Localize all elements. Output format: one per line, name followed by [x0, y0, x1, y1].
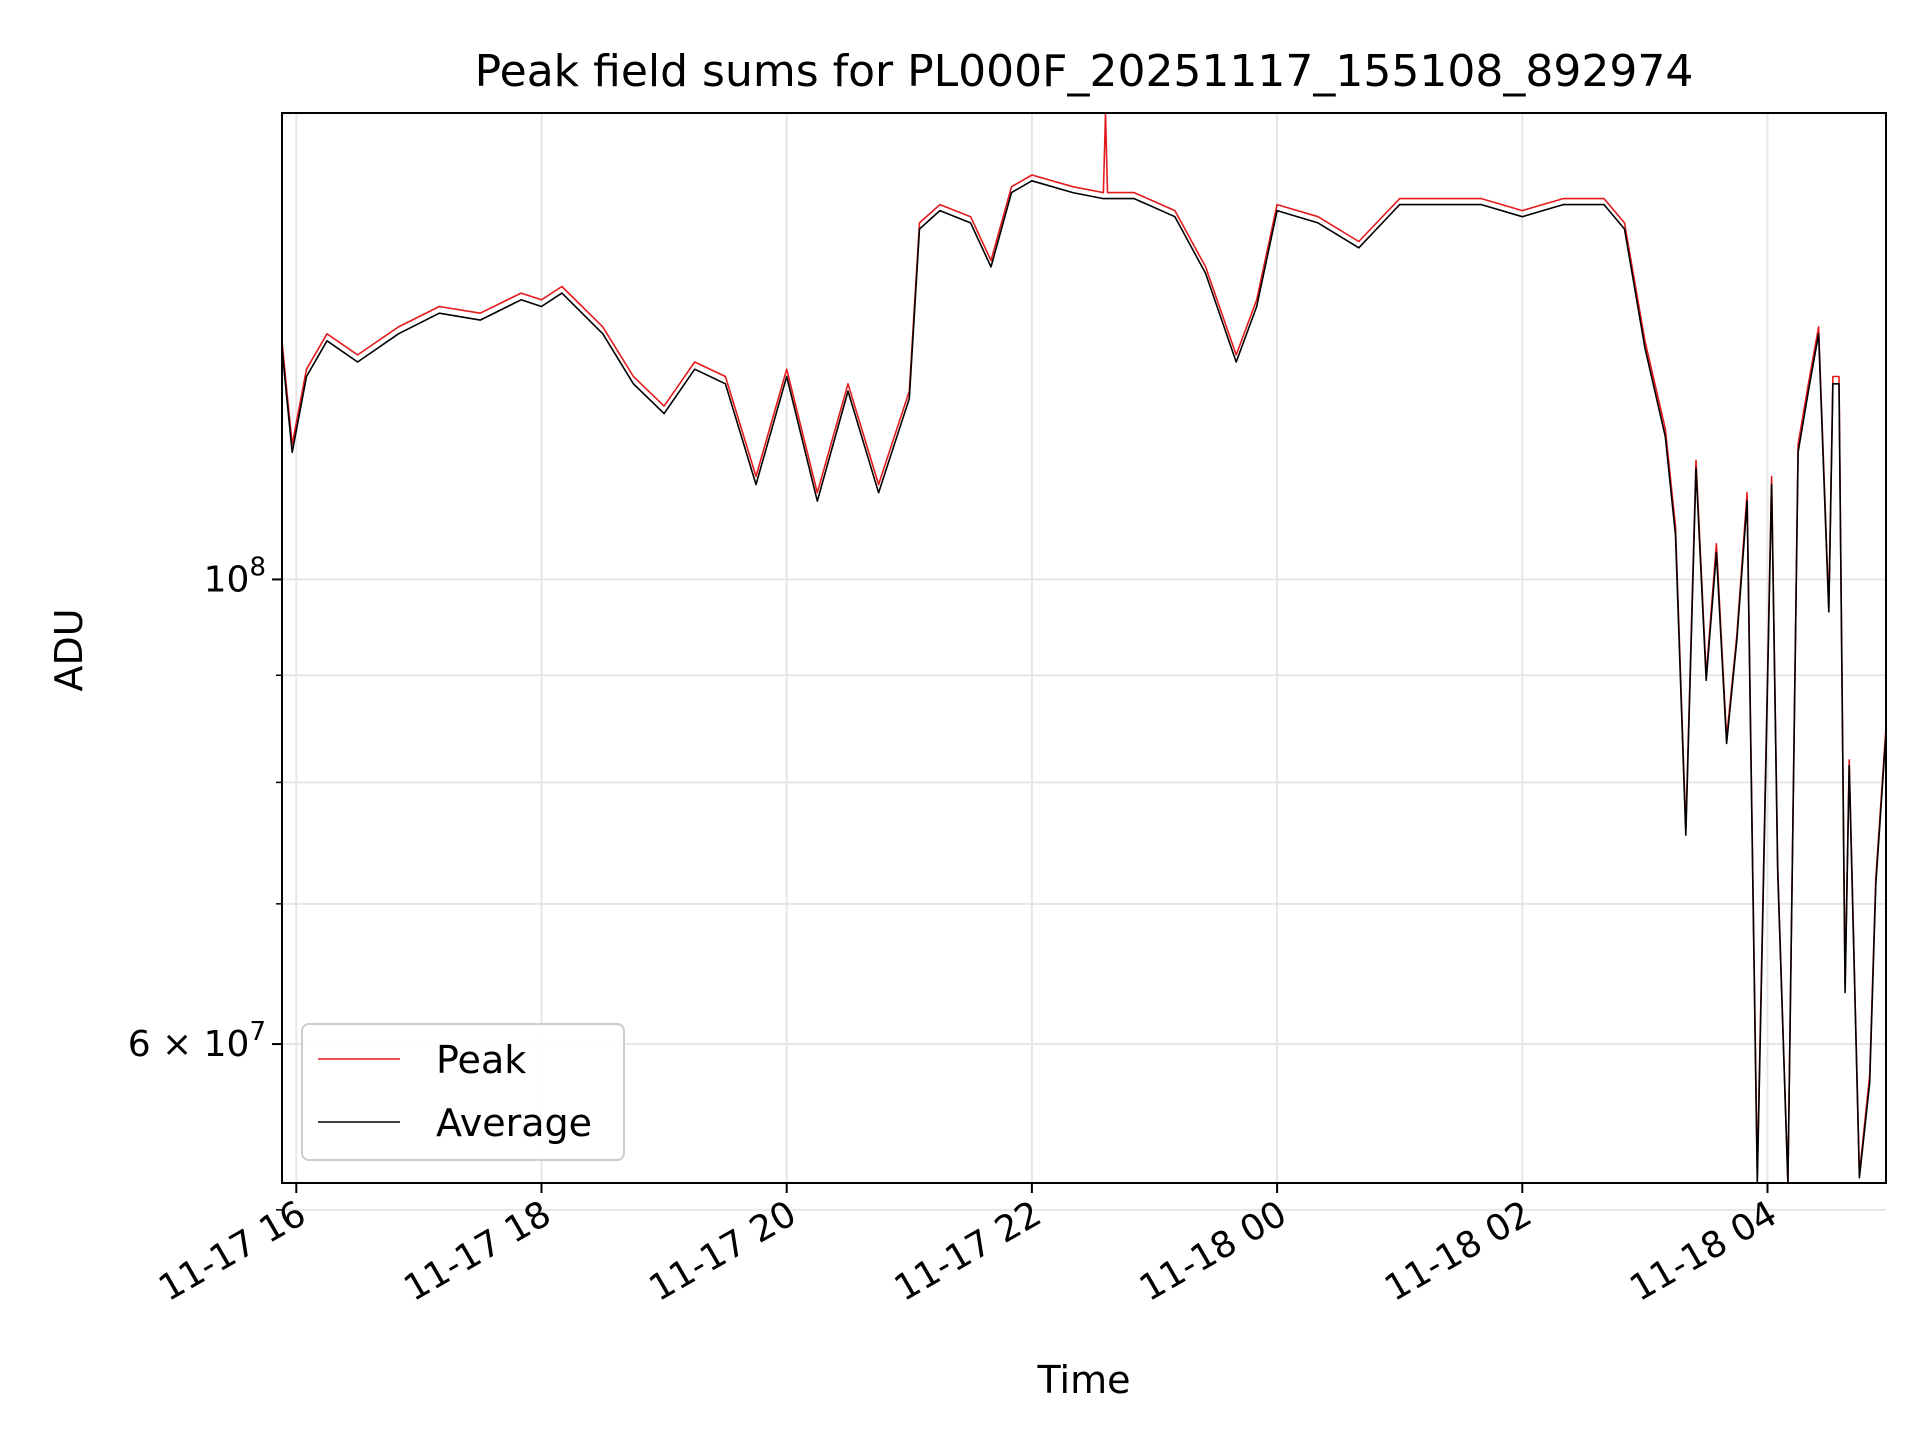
legend: Peak Average	[301, 1023, 625, 1161]
plot-frame	[281, 112, 1887, 1184]
legend-label-peak: Peak	[436, 1038, 526, 1082]
chart-title: Peak field sums for PL000F_20251117_1551…	[475, 46, 1694, 97]
series-line-average	[281, 180, 1887, 1184]
x-axis-label: Time	[1037, 1358, 1131, 1402]
grid-lines	[282, 113, 1886, 1211]
y-axis-label: ADU	[47, 608, 91, 691]
series-layer	[281, 112, 1887, 1184]
y-tick-label: 6 × 107	[128, 1017, 266, 1065]
y-tick-label: 108	[204, 552, 266, 600]
y-axis-ticks: 108 6 × 107	[128, 552, 282, 1211]
legend-label-average: Average	[436, 1101, 592, 1145]
legend-box	[301, 1023, 625, 1161]
